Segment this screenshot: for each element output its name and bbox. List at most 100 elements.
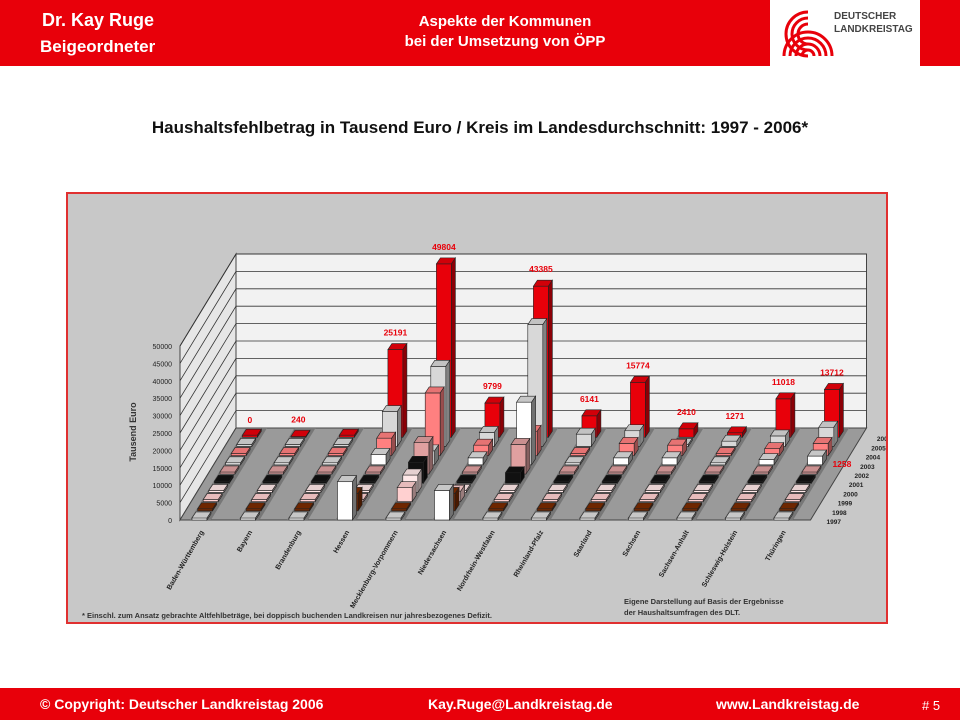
data-label: 13712: [820, 367, 844, 377]
bar-side: [396, 404, 402, 448]
data-label: 240: [291, 414, 305, 424]
logo-text: DEUTSCHER LANDKREISTAG: [834, 10, 913, 36]
bar-side: [277, 474, 283, 485]
website-link[interactable]: www.Landkreistag.de: [716, 696, 860, 712]
gridline: [179, 323, 867, 416]
bar-side: [488, 438, 494, 457]
bar: [678, 428, 695, 438]
bar-side: [212, 501, 217, 512]
email-link[interactable]: Kay.Ruge@Landkreistag.de: [428, 696, 613, 712]
bar-side: [730, 446, 736, 457]
category-label: Niedersachsen: [417, 530, 448, 577]
bar-side: [294, 446, 299, 457]
bar: [505, 472, 521, 484]
bar-side: [357, 486, 363, 512]
bar-side: [309, 501, 314, 512]
presentation-title-line2: bei der Umsetzung von ÖPP: [404, 33, 606, 50]
bar-side: [811, 474, 816, 485]
bar-side: [445, 359, 451, 448]
bar-side: [449, 483, 454, 521]
bar-side: [471, 474, 477, 485]
bar-side: [742, 425, 747, 439]
bar-side: [833, 420, 839, 448]
series-axis-label: 2005: [871, 445, 886, 452]
bar-side: [266, 492, 271, 503]
bar-side: [460, 484, 466, 503]
bar-side: [794, 501, 799, 512]
bar-side: [548, 279, 553, 439]
bar-side: [839, 382, 844, 439]
bar-side: [234, 465, 240, 475]
bar-side: [514, 483, 520, 494]
bar-side: [536, 424, 542, 457]
data-label: 15774: [626, 360, 650, 370]
bar-side: [400, 511, 406, 521]
bar-side: [751, 492, 757, 503]
bar: [758, 459, 775, 466]
bar-side: [546, 511, 551, 521]
y-tick-label: 20000: [153, 448, 173, 455]
author-name: Dr. Kay Ruge: [42, 10, 155, 30]
bar-side: [251, 437, 257, 448]
slide-title: Haushaltsfehlbetrag in Tausend Euro / Kr…: [151, 118, 809, 137]
category-label: Schleswig-Holstein: [701, 530, 739, 589]
bar-side: [687, 437, 693, 448]
data-label: 2410: [677, 407, 696, 417]
presentation-title: Aspekte der Kommunen bei der Umsetzung v…: [360, 12, 650, 52]
bar-side: [331, 465, 337, 475]
bar-side: [768, 465, 773, 475]
bar-side: [708, 483, 714, 494]
bar-side: [482, 450, 488, 466]
bar-side: [391, 431, 397, 457]
bar-side: [816, 465, 822, 475]
bar-side: [551, 501, 557, 512]
gridline: [179, 271, 867, 364]
logo-line1: DEUTSCHER: [834, 11, 897, 22]
bar: [396, 487, 413, 502]
series-axis-label: 2002: [855, 473, 870, 480]
category-label: Saarland: [573, 530, 594, 559]
series-axis-label: 2001: [849, 482, 864, 489]
bar-side: [697, 501, 702, 512]
y-tick-label: 30000: [153, 414, 173, 421]
bar-side: [434, 443, 439, 466]
bar-side: [272, 483, 277, 494]
y-tick-label: 5000: [156, 501, 172, 508]
bar-side: [617, 474, 622, 485]
logo: DEUTSCHER LANDKREISTAG: [770, 0, 920, 66]
bar-side: [477, 465, 482, 475]
chart-3d-bar: 0500010000150002000025000300003500040000…: [82, 242, 892, 620]
bar-side: [380, 465, 385, 475]
bar-side: [773, 452, 779, 466]
data-label: 1258: [832, 459, 851, 469]
data-label: 0: [248, 415, 253, 425]
bar-side: [594, 511, 600, 521]
footer-bar: © Copyright: Deutscher Landkreistag 2006…: [0, 688, 960, 720]
bar-side: [326, 474, 331, 485]
data-label: 49804: [432, 242, 456, 252]
bar: [467, 457, 484, 466]
bar-side: [303, 511, 309, 521]
bar-side: [406, 501, 411, 512]
page-number: # 5: [922, 698, 941, 713]
bar-side: [736, 434, 742, 448]
bar-side: [423, 455, 428, 485]
data-label: 11018: [772, 377, 795, 387]
bar-side: [508, 492, 514, 503]
bar-side: [217, 492, 223, 503]
series-axis-label: 1998: [832, 510, 847, 517]
bar-side: [611, 483, 617, 494]
bar-side: [659, 483, 665, 494]
bar-side: [206, 511, 212, 521]
bar-side: [342, 446, 348, 457]
series-axis-label: 2006: [877, 436, 886, 443]
header-bar: Dr. Kay Ruge Beigeordneter Aspekte der K…: [0, 0, 960, 66]
gridline: [179, 288, 867, 382]
bar-side: [320, 483, 326, 494]
data-label: 43385: [529, 264, 553, 274]
bar-side: [827, 436, 833, 457]
bar: [613, 457, 629, 466]
bar-side: [451, 256, 456, 439]
series-axis-label: 2003: [860, 464, 875, 471]
chart-footnote: * Einschl. zum Ansatz gebrachte Altfehlb…: [82, 611, 492, 620]
